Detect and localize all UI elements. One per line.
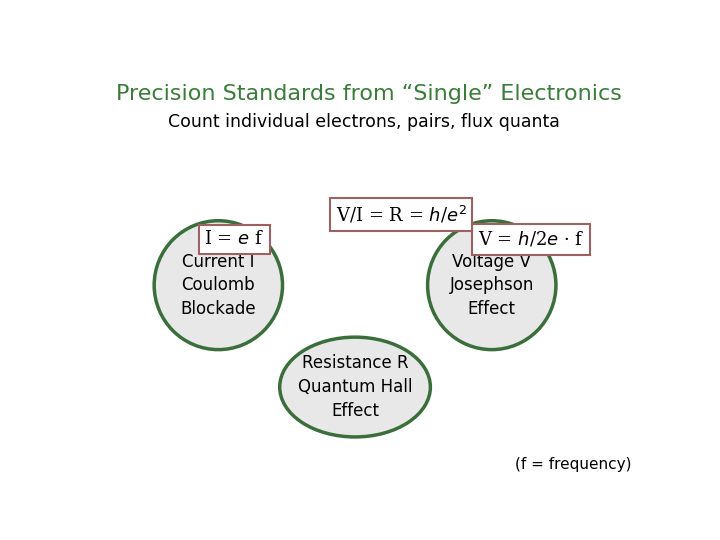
Text: V = $h$/2$e$ · f: V = $h$/2$e$ · f xyxy=(478,230,585,249)
Text: Resistance R
Quantum Hall
Effect: Resistance R Quantum Hall Effect xyxy=(298,354,413,420)
Text: V/I = R = $h$/$e^2$: V/I = R = $h$/$e^2$ xyxy=(336,204,467,225)
Text: I = $e$ f: I = $e$ f xyxy=(204,231,264,248)
Ellipse shape xyxy=(280,337,431,437)
Text: Count individual electrons, pairs, flux quanta: Count individual electrons, pairs, flux … xyxy=(168,113,560,131)
Ellipse shape xyxy=(428,221,556,349)
Ellipse shape xyxy=(154,221,282,349)
Text: Precision Standards from “Single” Electronics: Precision Standards from “Single” Electr… xyxy=(116,84,622,104)
Text: (f = frequency): (f = frequency) xyxy=(515,457,631,472)
Text: Current I
Coulomb
Blockade: Current I Coulomb Blockade xyxy=(181,253,256,318)
Text: Voltage V
Josephson
Effect: Voltage V Josephson Effect xyxy=(449,253,534,318)
